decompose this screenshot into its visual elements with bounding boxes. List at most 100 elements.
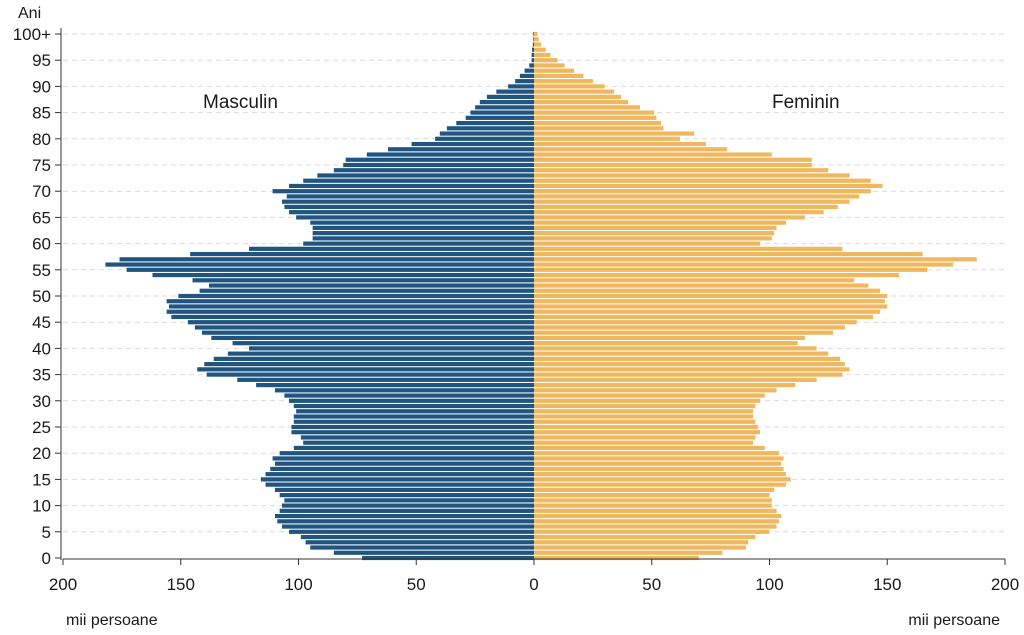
bar-feminin [534, 173, 850, 178]
bar-masculin [274, 513, 534, 519]
bar-masculin [532, 47, 534, 52]
bar-feminin [534, 398, 761, 403]
bar-feminin [534, 236, 772, 241]
bar-masculin [333, 168, 534, 173]
bar-feminin [534, 267, 928, 272]
bar-masculin [296, 215, 534, 220]
bar-masculin [411, 141, 534, 147]
axes [55, 28, 1006, 565]
y-tick-label: 20 [32, 444, 51, 463]
bar-feminin [534, 168, 829, 173]
bar-feminin [534, 63, 565, 68]
bar-masculin [274, 388, 534, 393]
bar-masculin [211, 335, 535, 341]
bar-feminin [534, 225, 777, 230]
bar-masculin [119, 257, 535, 262]
x-tick-label: 50 [642, 575, 661, 594]
bar-feminin [534, 545, 746, 550]
bar-feminin [534, 288, 881, 293]
bar-feminin [534, 157, 812, 162]
bar-masculin [209, 283, 534, 288]
bar-feminin [534, 409, 754, 414]
bar-feminin [534, 362, 845, 367]
bar-feminin [534, 309, 881, 314]
bar-feminin [534, 178, 871, 183]
bar-feminin [534, 215, 805, 220]
bar-feminin [534, 52, 551, 58]
bar-feminin [534, 304, 888, 309]
y-tick-label: 65 [32, 208, 51, 227]
bar-feminin [534, 377, 817, 382]
bar-masculin [227, 351, 534, 356]
bar-feminin [534, 346, 817, 351]
bar-masculin [272, 189, 534, 194]
bar-masculin [204, 362, 535, 367]
bar-masculin [168, 304, 534, 309]
y-tick-label: 5 [42, 523, 51, 542]
bar-masculin [126, 267, 535, 272]
bar-masculin [282, 503, 534, 508]
bar-feminin [534, 73, 584, 79]
bar-feminin [534, 84, 605, 89]
bar-masculin [529, 63, 534, 68]
bar-feminin [534, 204, 838, 210]
bar-feminin [534, 529, 770, 534]
bar-masculin [201, 330, 534, 335]
bar-masculin [333, 550, 534, 555]
series-label-feminin: Feminin [772, 92, 840, 113]
x-tick-label: 100 [284, 575, 312, 594]
bar-masculin [312, 236, 534, 241]
bar-feminin [534, 445, 765, 451]
bar-masculin [387, 147, 534, 152]
x-tick-label: 150 [167, 575, 195, 594]
bar-feminin [534, 94, 622, 99]
y-tick-label: 60 [32, 235, 51, 254]
bar-masculin [312, 225, 534, 230]
bar-masculin [300, 534, 534, 540]
bar-masculin [284, 498, 534, 503]
series-label-masculin: Masculin [203, 92, 278, 113]
bar-feminin [534, 141, 706, 147]
x-tick-label: 100 [755, 575, 783, 594]
y-tick-label: 50 [32, 287, 51, 306]
bar-masculin [470, 110, 534, 115]
bar-masculin [190, 251, 535, 257]
bar-feminin [534, 246, 843, 251]
y-tick-label: 45 [32, 313, 51, 332]
bar-masculin [303, 178, 534, 183]
bar-feminin [534, 293, 888, 299]
x-axis-unit-left: mii persoane [66, 612, 158, 629]
bar-masculin [284, 393, 534, 398]
bar-masculin [533, 37, 534, 42]
bar-masculin [274, 461, 534, 466]
bar-feminin [534, 356, 841, 361]
bar-masculin [232, 341, 534, 346]
bar-masculin [265, 472, 534, 477]
bar-feminin [534, 283, 869, 288]
bar-feminin [534, 550, 723, 555]
bar-feminin [534, 100, 629, 105]
bar-feminin [534, 126, 664, 131]
bar-masculin [465, 115, 534, 120]
bar-masculin [479, 100, 534, 105]
bar-feminin [534, 456, 784, 461]
bar-feminin [534, 194, 859, 199]
bar-masculin [293, 445, 534, 451]
bar-feminin [534, 430, 761, 435]
bar-masculin [343, 162, 534, 168]
bar-feminin [534, 393, 765, 398]
bar-feminin [534, 110, 655, 115]
bar-feminin [534, 540, 749, 545]
x-tick-label: 200 [49, 575, 77, 594]
x-tick-label: 0 [529, 575, 538, 594]
bar-masculin [303, 241, 534, 246]
bar-feminin [534, 367, 850, 372]
y-tick-label: 55 [32, 261, 51, 280]
bar-masculin [282, 199, 534, 204]
bar-feminin [534, 555, 699, 561]
bar-masculin [293, 403, 534, 409]
bar-feminin [534, 68, 575, 73]
bar-feminin [534, 341, 798, 346]
y-tick-label: 30 [32, 392, 51, 411]
bar-masculin [178, 293, 534, 299]
